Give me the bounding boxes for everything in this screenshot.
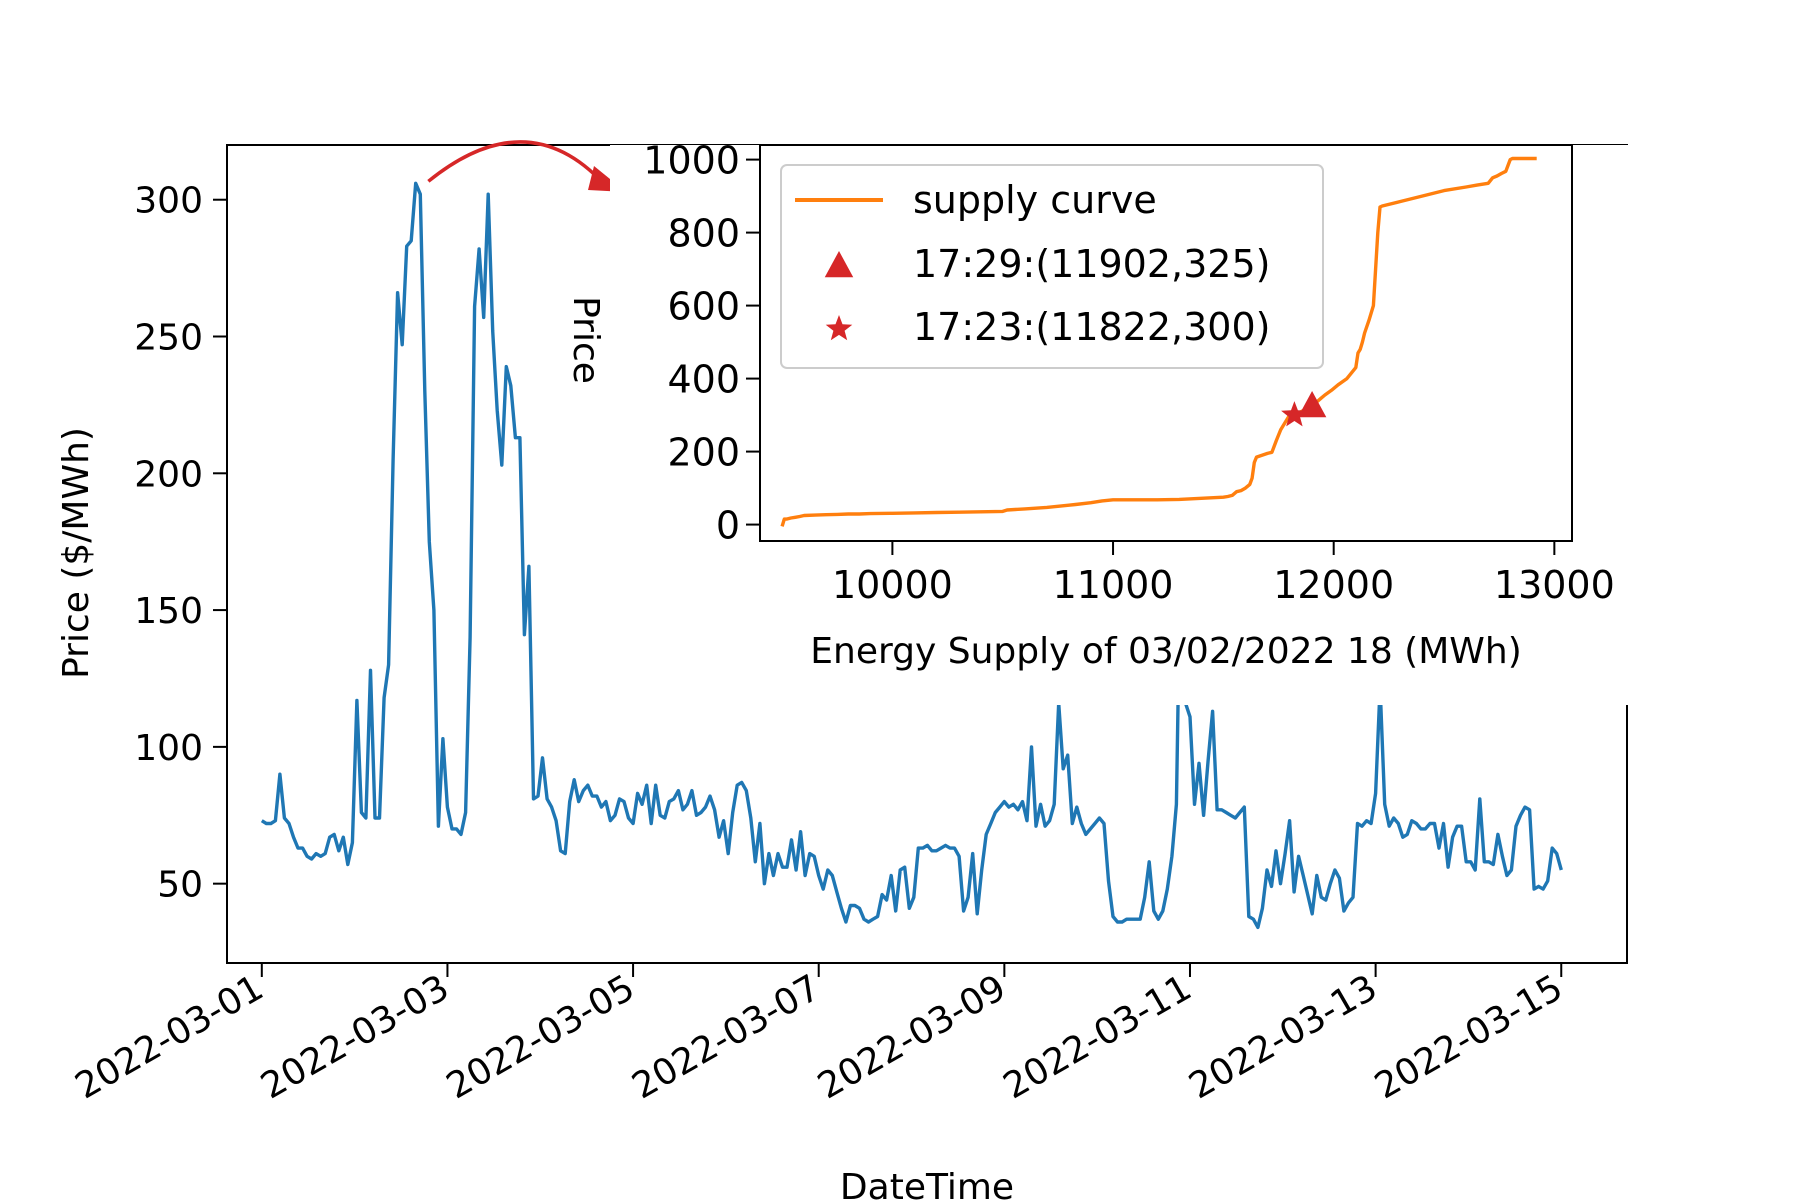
triangle-marker [1297,390,1327,418]
legend-box [780,164,1324,369]
legend-supply-curve-label: supply curve [913,178,1157,222]
main-y-axis-label: Price ($/MWh) [56,427,97,679]
inset-x-ticks: 10000 11000 12000 13000 [832,541,1615,607]
inset-x-tick-label: 10000 [832,563,953,607]
inset-y-axis-label: Price [565,296,606,384]
inset-y-tick-label: 200 [667,431,740,475]
legend-triangle-marker [824,251,854,278]
supply-curve-line [780,156,1537,527]
legend-star-label: 17:23:(11822,300) [913,305,1270,349]
inset-x-tick-label: 13000 [1494,563,1615,607]
main-y-tick-label: 150 [134,591,203,632]
main-x-axis-label: DateTime [840,1167,1014,1200]
inset-y-tick-label: 800 [667,212,740,256]
main-y-ticks: 50 100 150 200 250 300 [134,181,227,906]
main-y-tick-label: 250 [134,318,203,359]
main-y-tick-label: 100 [134,728,203,769]
legend-triangle-label: 17:29:(11902,325) [913,242,1270,286]
inset-x-tick-label: 11000 [1053,563,1174,607]
inset-y-tick-label: 0 [716,504,740,548]
inset-x-tick-label: 12000 [1273,563,1394,607]
inset-y-tick-label: 1000 [643,139,740,183]
inset-y-tick-label: 400 [667,358,740,402]
price-series-line [260,181,1563,930]
legend: supply curve 17:29:(11902,325) 17:23:(11… [780,164,1324,369]
arrow-curve [427,140,606,186]
star-marker [1281,401,1308,427]
inset-markers [1281,390,1327,427]
main-y-tick-label: 50 [157,865,203,906]
inset-plot: 10000 11000 12000 13000 0 200 400 600 800 1000 E… [565,139,1640,705]
main-y-tick-label: 300 [134,181,203,222]
inset-y-ticks: 0 200 400 600 800 1000 [643,139,760,548]
main-y-tick-label: 200 [134,454,203,495]
inset-x-axis-label: Energy Supply of 03/02/2022 18 (MWh) [810,631,1522,672]
inset-y-tick-label: 600 [667,285,740,329]
legend-star-marker [825,315,853,341]
